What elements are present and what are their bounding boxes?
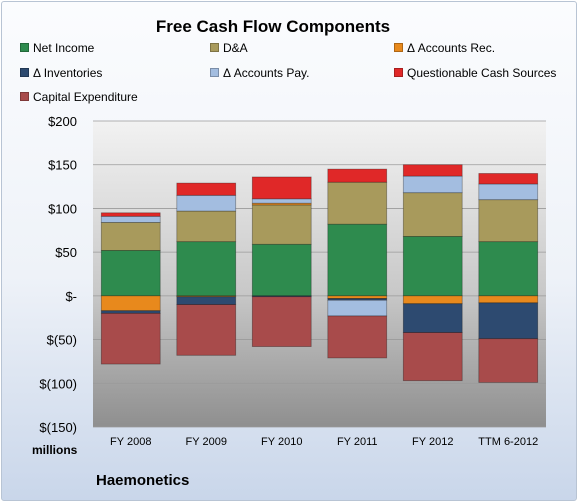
legend-label: Δ Accounts Rec.: [407, 41, 496, 55]
bar-segment: D&A: 45: [251, 204, 312, 245]
bar-segment: Δ Accounts Rec.: -8: [478, 295, 539, 304]
legend-swatch: [20, 43, 29, 52]
x-axis-ticks: FY 2008 FY 2009 FY 2010 FY 2011 FY 2012 TTM 6…: [110, 436, 538, 448]
x-tick-label: FY 2008: [110, 436, 151, 448]
bar-segment: Δ Accounts Pay.: 5: [251, 198, 312, 204]
legend-item-inventories: Δ Inventories: [20, 66, 102, 80]
bar-segment: D&A: 48: [478, 199, 539, 243]
bar-segment: Δ Accounts Pay.: 19: [402, 175, 463, 194]
x-tick-label: FY 2011: [337, 436, 378, 448]
bar-segment: Δ Inventories: -33: [402, 303, 463, 333]
y-tick-label: $100: [48, 201, 77, 216]
y-tick-label: $-: [65, 289, 77, 304]
legend-label: Δ Inventories: [33, 66, 103, 80]
bar-segment: Questionable Cash Sources: 14: [176, 182, 237, 196]
bars: Net Income: 52D&A: 32 Δ Accounts Rec.: -1…: [100, 164, 539, 383]
bar-segment: Δ Accounts Pay.: -18: [327, 299, 388, 317]
y-tick-label: $(50): [47, 333, 77, 348]
legend-item-accounts-pay: Δ Accounts Pay.: [210, 66, 310, 80]
legend-item-questionable: Questionable Cash Sources: [394, 66, 556, 80]
bar-segment: D&A: 48: [327, 181, 388, 225]
legend-label: Questionable Cash Sources: [407, 66, 557, 80]
bar-segment: Capital Expenditure: -50: [478, 338, 539, 383]
x-tick-label: FY 2010: [261, 436, 302, 448]
legend-label: D&A: [223, 41, 248, 55]
legend-swatch: [210, 43, 219, 52]
gridlines: [93, 120, 546, 428]
legend-swatch: [20, 92, 29, 101]
x-tick-label: TTM 6-2012: [478, 436, 538, 448]
bar-segment: Net Income: 62: [478, 241, 539, 297]
bar-segment: Questionable Cash Sources: 15: [327, 168, 388, 183]
bar-segment: D&A: 50: [402, 192, 463, 237]
bar-segment: Δ Accounts Pay.: 18: [176, 194, 237, 212]
bar-segment: Net Income: 68: [402, 236, 463, 297]
company-name: Haemonetics: [96, 472, 190, 489]
bar-segment: D&A: 32: [100, 222, 161, 251]
bar-segment: Δ Accounts Pay.: 7: [100, 215, 161, 223]
y-tick-label: $150: [48, 158, 77, 173]
bar-segment: Capital Expenditure: -57: [251, 296, 312, 347]
bar-segment: Δ Accounts Pay.: 18: [478, 183, 539, 201]
bar-segment: Questionable Cash Sources: 4: [100, 212, 161, 217]
bar-segment: Δ Accounts Rec.: -17: [100, 295, 161, 312]
legend-swatch: [394, 43, 403, 52]
bar-segment: Capital Expenditure: -58: [100, 312, 161, 365]
bar-segment: Capital Expenditure: -48: [327, 315, 388, 359]
legend-label: Net Income: [33, 41, 95, 55]
bar-segment: Capital Expenditure: -58: [176, 304, 237, 356]
bar-segment: Questionable Cash Sources: 13: [402, 164, 463, 177]
x-tick-label: FY 2009: [186, 436, 227, 448]
bar-segment: Net Income: 59: [251, 243, 312, 297]
bar-segment: Δ Inventories: -41: [478, 302, 539, 340]
plot-background: [93, 121, 546, 427]
bar-segment: D&A: 35: [176, 210, 237, 243]
chart-title: Free Cash Flow Components: [2, 17, 576, 37]
bar-segment: Questionable Cash Sources: 12: [478, 173, 539, 185]
legend-item-da: D&A: [210, 41, 248, 55]
y-axis-ticks: $200 $150 $100 $50 $- $(50) $(100) $(150): [39, 114, 77, 435]
bar-segment: Questionable Cash Sources: 25: [251, 176, 312, 200]
legend-item-capex: Capital Expenditure: [20, 90, 138, 104]
x-tick-label: FY 2012: [412, 436, 453, 448]
bar-segment: Δ Inventories: -9: [176, 296, 237, 305]
y-tick-label: $200: [48, 114, 77, 129]
y-tick-label: $50: [55, 245, 77, 260]
unit-label: millions: [32, 443, 78, 457]
bar-segment: Net Income: 62: [176, 241, 237, 297]
legend-item-accounts-rec: Δ Accounts Rec.: [394, 41, 495, 55]
bar-segment: Net Income: 82: [327, 223, 388, 297]
legend-label: Δ Accounts Pay.: [223, 66, 310, 80]
legend-swatch: [20, 68, 29, 77]
bar-segment: Net Income: 52: [100, 249, 161, 297]
legend-item-net-income: Net Income: [20, 41, 94, 55]
legend-swatch: [394, 68, 403, 77]
legend-swatch: [210, 68, 219, 77]
legend-label: Capital Expenditure: [33, 90, 138, 104]
bar-segment: Capital Expenditure: -55: [402, 332, 463, 382]
chart-title-text: Free Cash Flow Components: [155, 17, 391, 36]
bar-segment: Δ Accounts Rec.: -9: [402, 295, 463, 305]
y-tick-label: $(150): [39, 420, 77, 435]
y-tick-label: $(100): [39, 376, 77, 391]
